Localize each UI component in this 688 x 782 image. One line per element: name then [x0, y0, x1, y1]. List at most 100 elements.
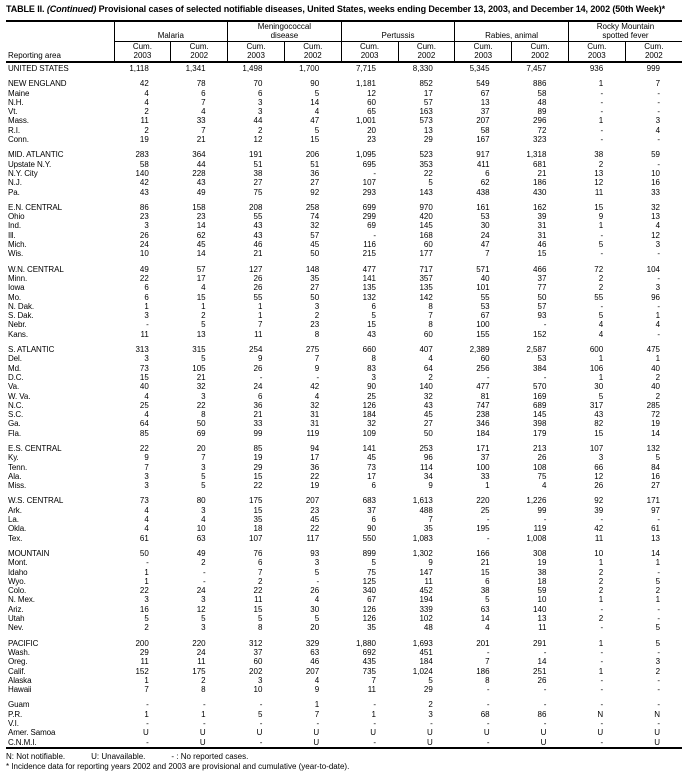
cell-value: 4 — [144, 391, 149, 401]
cell-value: 251 — [533, 666, 547, 676]
column-header-cum-2002: Cum. 2002 — [397, 41, 455, 63]
cell-value: 97 — [651, 505, 661, 515]
cell-value: 23 — [310, 505, 320, 515]
cell-value: 329 — [305, 638, 320, 648]
cell-value: 1 — [598, 666, 604, 676]
cell-value: 18 — [537, 576, 547, 586]
cell-value: 29 — [423, 135, 433, 145]
cell-value: 970 — [419, 202, 433, 212]
cell-value: 11 — [254, 329, 263, 339]
cell-value: 407 — [419, 345, 433, 355]
cell-value: 3 — [201, 462, 206, 472]
cell-value: - — [486, 737, 490, 747]
cell-value: 15 — [310, 135, 320, 145]
cell-value: 5 — [201, 354, 206, 364]
cell-value: 25 — [367, 391, 376, 401]
cell-value: 1 — [201, 709, 206, 719]
row-label: Nebr. — [8, 320, 27, 330]
cell-value: U — [427, 728, 433, 738]
cell-value: 3 — [201, 595, 206, 605]
row-label: MOUNTAIN — [8, 548, 50, 558]
cell-value: - — [316, 576, 320, 586]
cell-value: - — [146, 320, 149, 330]
table-row: Minn. 22 17 26 35 141 357 40 37 2 - — [6, 274, 682, 283]
cell-value: 9 — [257, 354, 263, 364]
cell-value: 2 — [598, 567, 604, 577]
cell-value: 163 — [419, 107, 433, 117]
cell-value: 3 — [144, 471, 149, 481]
cell-value: 49 — [196, 187, 206, 197]
cell-value: 3 — [257, 97, 263, 107]
cell-value: 42 — [594, 524, 604, 534]
cell-value: - — [600, 737, 604, 747]
table-row: W. Va. 4 3 6 4 25 32 81 169 5 2 — [6, 392, 682, 401]
cell-value: 5 — [314, 88, 320, 98]
table-row: N.J. 42 43 27 27 107 5 62 186 12 16 — [6, 178, 682, 187]
cell-value: 4 — [314, 595, 320, 605]
row-label: W. Va. — [8, 391, 31, 401]
table-row: Hawaii 7 8 10 9 11 29 - - - - — [6, 685, 682, 694]
cell-value: - — [202, 567, 206, 577]
cell-value: 7 — [314, 354, 320, 364]
cell-value: 26 — [537, 675, 547, 685]
cell-value: 44 — [196, 159, 206, 169]
cell-value: - — [600, 604, 604, 614]
cell-value: 4 — [655, 221, 661, 231]
cell-value: 45 — [310, 515, 320, 525]
cell-value: 346 — [476, 419, 490, 429]
cell-value: 73 — [367, 462, 376, 472]
cell-value: 14 — [651, 548, 661, 558]
cell-value: 29 — [139, 647, 149, 657]
cell-value: 26 — [253, 363, 263, 373]
cell-value: 3 — [428, 709, 433, 719]
cell-value: - — [146, 558, 149, 568]
cell-value: 80 — [196, 496, 206, 506]
cell-value: 4 — [598, 329, 604, 339]
cell-value: 299 — [362, 212, 376, 222]
row-label: R.I. — [8, 125, 21, 135]
cell-value: 4 — [144, 410, 149, 420]
table-row: C.N.M.I. - U - U - U - U - U — [6, 738, 682, 748]
table-row: Conn. 19 21 12 15 23 29 167 323 - - — [6, 135, 682, 144]
cell-value: 53 — [537, 354, 547, 364]
cell-value: 63 — [310, 647, 320, 657]
cell-value: 2 — [598, 283, 604, 293]
row-label: Va. — [8, 382, 20, 392]
cell-value: 63 — [196, 533, 206, 543]
cell-value: 2 — [655, 391, 661, 401]
row-label: Ala. — [8, 471, 22, 481]
cell-value: - — [373, 737, 376, 747]
cell-value: 81 — [480, 391, 490, 401]
cell-value: 7 — [201, 453, 206, 463]
cell-value: 58 — [480, 125, 490, 135]
row-label: V.I. — [8, 719, 19, 728]
cell-value: 57 — [310, 230, 320, 240]
cell-value: 475 — [646, 345, 661, 355]
cell-value: 33 — [480, 471, 490, 481]
cell-value: 19 — [310, 481, 320, 491]
cell-value: 38 — [253, 168, 263, 178]
cell-value: 4 — [314, 107, 320, 117]
cell-value: 285 — [646, 400, 661, 410]
cell-value: 89 — [537, 107, 547, 117]
cell-value: 8 — [428, 320, 433, 330]
cell-value: 60 — [423, 329, 433, 339]
cell-value: 166 — [476, 548, 490, 558]
row-label: Iowa — [8, 283, 25, 293]
cell-value: 12 — [651, 230, 661, 240]
cell-value: 4 — [541, 481, 547, 491]
cell-value: 21 — [480, 558, 490, 568]
cell-value: 1,095 — [355, 150, 376, 160]
cell-value: 15 — [253, 505, 263, 515]
cell-value: 339 — [419, 604, 433, 614]
row-label: Kans. — [8, 329, 28, 339]
cell-value: 162 — [533, 202, 547, 212]
cell-value: 1 — [144, 576, 149, 586]
cell-value: 30 — [594, 382, 604, 392]
cell-value: 135 — [362, 283, 376, 293]
cell-value: 692 — [362, 647, 376, 657]
cell-value: - — [259, 737, 263, 747]
table-row: Wis. 10 14 21 50 215 177 7 15 - - — [6, 249, 682, 258]
cell-value: 70 — [253, 79, 263, 89]
cell-value: 207 — [305, 496, 320, 506]
